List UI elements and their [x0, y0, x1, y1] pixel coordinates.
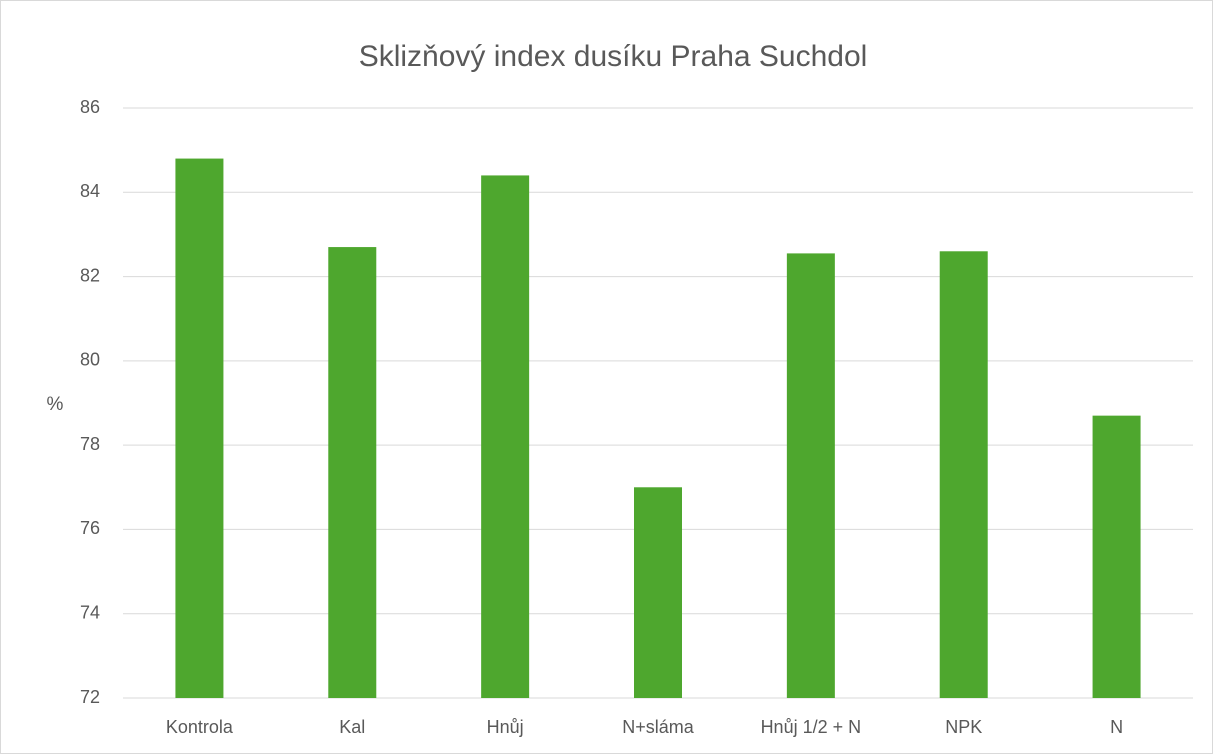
x-tick-label: N+sláma [622, 717, 695, 737]
y-tick-label: 74 [80, 602, 100, 622]
x-tick-label: Kal [339, 717, 365, 737]
chart-title: Sklizňový index dusíku Praha Suchdol [359, 40, 868, 73]
bar [328, 247, 377, 699]
bar [634, 487, 682, 698]
y-tick-label: 86 [80, 97, 100, 117]
y-tick-label: 76 [80, 518, 100, 538]
bar [175, 158, 224, 699]
y-tick-label: 78 [80, 434, 100, 454]
y-tick-label: 84 [80, 181, 100, 201]
bar [939, 251, 988, 699]
x-tick-label: NPK [945, 717, 982, 737]
y-axis-label: % [47, 394, 64, 415]
bar [481, 175, 530, 698]
y-tick-label: 82 [80, 265, 100, 285]
x-tick-label: Hnůj 1/2 + N [761, 717, 862, 737]
x-tick-label: Kontrola [166, 717, 234, 737]
bar [1092, 415, 1141, 698]
y-tick-label: 72 [80, 687, 100, 707]
x-tick-label: Hnůj [487, 717, 524, 737]
y-tick-label: 80 [80, 350, 100, 370]
x-tick-label: N [1110, 717, 1123, 737]
bar [786, 253, 835, 698]
